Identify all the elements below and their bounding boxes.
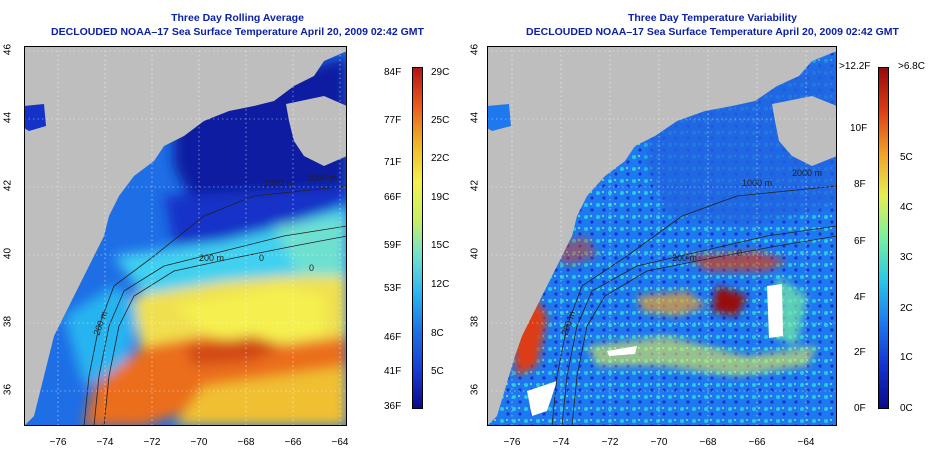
lat-tick-label: 46: [469, 43, 481, 56]
lon-tick-label: −70: [190, 437, 208, 448]
lon-tick-label: −66: [284, 437, 302, 448]
colorbar-f-label: 0F: [854, 403, 866, 414]
panel-subtitle: DECLOUDED NOAA–17 Sea Surface Temperatur…: [51, 26, 424, 38]
colorbar-f-label: 59F: [384, 240, 402, 251]
lat-tick-label: 42: [469, 179, 481, 192]
lon-tick-label: −74: [552, 437, 570, 448]
lat-tick-label: 44: [2, 111, 14, 124]
sst-variability-panel: Three Day Temperature Variability DECLOU…: [470, 0, 950, 475]
contour-label: 1000 m: [264, 178, 294, 188]
lat-tick-label: 42: [2, 179, 14, 192]
colorbar-c-label: 12C: [431, 279, 450, 290]
colorbar-f-label: 53F: [384, 283, 402, 294]
colorbar-c-label: 29C: [431, 67, 450, 78]
lat-tick-label: 40: [469, 247, 481, 260]
contour-label: 0: [737, 248, 742, 258]
lat-tick-label: 36: [2, 383, 14, 396]
sst-variability-map: 200 m 1000 m 2000 m 200 m 0: [487, 46, 837, 426]
colorbar-c-label: 22C: [431, 153, 450, 164]
contour-label: 1000 m: [742, 178, 772, 188]
lon-tick-label: −70: [650, 437, 668, 448]
lon-tick-label: −72: [601, 437, 619, 448]
colorbar-f-label: 6F: [854, 236, 866, 247]
colorbar-c-label: 2C: [900, 303, 913, 314]
colorbar-c-label: 1C: [900, 352, 913, 363]
colorbar-c-label: 25C: [431, 115, 450, 126]
colorbar-f-label: >12.2F: [839, 61, 871, 72]
variability-colorbar: [878, 67, 889, 409]
lon-tick-label: −72: [143, 437, 161, 448]
colorbar-c-label: 15C: [431, 240, 450, 251]
colorbar-f-label: 4F: [854, 292, 866, 303]
colorbar-f-label: 2F: [854, 347, 866, 358]
colorbar-c-label: 3C: [900, 252, 913, 263]
colorbar-f-label: 41F: [384, 366, 402, 377]
lon-tick-label: −76: [49, 437, 67, 448]
colorbar-f-label: 71F: [384, 157, 402, 168]
lon-tick-label: −74: [96, 437, 114, 448]
sst-colorbar: [412, 67, 423, 409]
lon-tick-label: −66: [748, 437, 766, 448]
colorbar-c-label: 0C: [900, 403, 913, 414]
panel-title: Three Day Temperature Variability: [627, 12, 798, 24]
sst-average-panel: Three Day Rolling Average DECLOUDED NOAA…: [2, 12, 450, 448]
contour-label: 0: [259, 253, 264, 263]
colorbar-c-label: 5C: [900, 152, 913, 163]
contour-label: 0: [309, 263, 314, 273]
colorbar-c-label: 8C: [431, 328, 444, 339]
panel-title: Three Day Rolling Average: [171, 12, 304, 24]
contour-label: 2000 m: [792, 168, 822, 178]
contour-label: 200 m: [672, 253, 697, 263]
lat-tick-label: 36: [469, 383, 481, 396]
colorbar-c-label: 5C: [431, 366, 444, 377]
contour-label: 200 m: [199, 253, 224, 263]
colorbar-f-label: 66F: [384, 192, 402, 203]
lat-tick-label: 44: [469, 111, 481, 124]
colorbar-c-label: 19C: [431, 192, 450, 203]
colorbar-f-label: 36F: [384, 401, 402, 412]
lon-tick-label: −64: [797, 437, 815, 448]
contour-label: 2000 m: [307, 173, 337, 183]
lat-tick-label: 38: [469, 315, 481, 328]
lat-tick-label: 40: [2, 247, 14, 260]
colorbar-f-label: 8F: [854, 179, 866, 190]
lon-tick-label: −68: [699, 437, 717, 448]
lon-tick-label: −64: [331, 437, 349, 448]
colorbar-f-label: 10F: [850, 123, 868, 134]
colorbar-f-label: 84F: [384, 67, 402, 78]
lon-tick-label: −68: [237, 437, 255, 448]
colorbar-f-label: 46F: [384, 332, 402, 343]
colorbar-c-label: >6.8C: [898, 61, 925, 72]
panel-subtitle: DECLOUDED NOAA–17 Sea Surface Temperatur…: [526, 26, 899, 38]
lon-tick-label: −76: [503, 437, 521, 448]
lat-tick-label: 38: [2, 315, 14, 328]
sst-average-map: 200 m 1000 m 2000 m 200 m 0 0: [24, 46, 347, 426]
colorbar-c-label: 4C: [900, 202, 913, 213]
colorbar-f-label: 77F: [384, 115, 402, 126]
lat-tick-label: 46: [2, 43, 14, 56]
